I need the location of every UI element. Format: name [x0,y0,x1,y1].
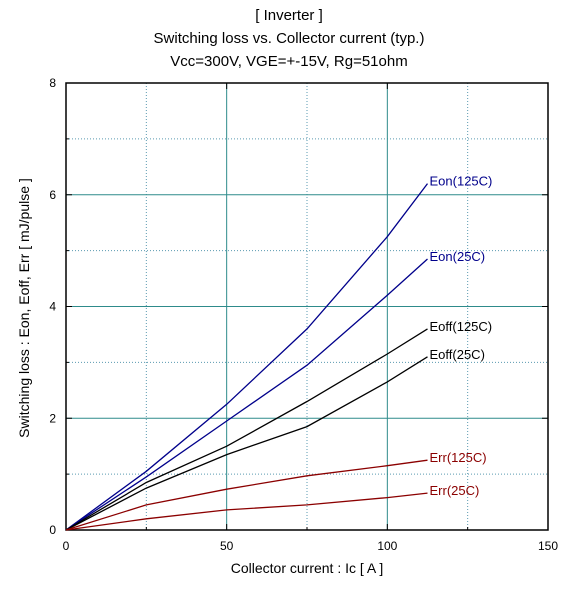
y-tick-label: 2 [49,411,56,425]
series-label: Err(25C) [430,483,480,498]
series-line [65,459,428,531]
x-tick-label: 0 [63,539,70,553]
series-label: Eoff(125C) [430,319,493,334]
x-tick-label: 150 [538,539,558,553]
series-label: Eoff(25C) [430,347,485,362]
series-label: Err(125C) [430,450,487,465]
x-tick-label: 50 [220,539,234,553]
y-tick-label: 0 [49,523,56,537]
series-label: Eon(125C) [430,174,493,189]
y-tick-label: 8 [49,76,56,90]
x-axis-label: Collector current : Ic [ A ] [230,560,384,576]
chart-title: [ Inverter ] [255,7,323,24]
series-line [65,328,428,531]
x-tick-label: 100 [377,539,397,553]
series-line [65,258,428,531]
series-label: Eon(25C) [430,249,486,264]
chart-subtitle-2: Vcc=300V, VGE=+-15V, Rg=51ohm [170,53,408,70]
series-line [65,183,429,531]
series-line [65,492,428,531]
y-tick-label: 4 [49,300,56,314]
series-line [65,356,428,531]
y-tick-label: 6 [49,188,56,202]
y-axis-label: Switching loss : Eon, Eoff, Err [ mJ/pul… [16,178,32,438]
chart-subtitle-1: Switching loss vs. Collector current (ty… [153,30,425,47]
